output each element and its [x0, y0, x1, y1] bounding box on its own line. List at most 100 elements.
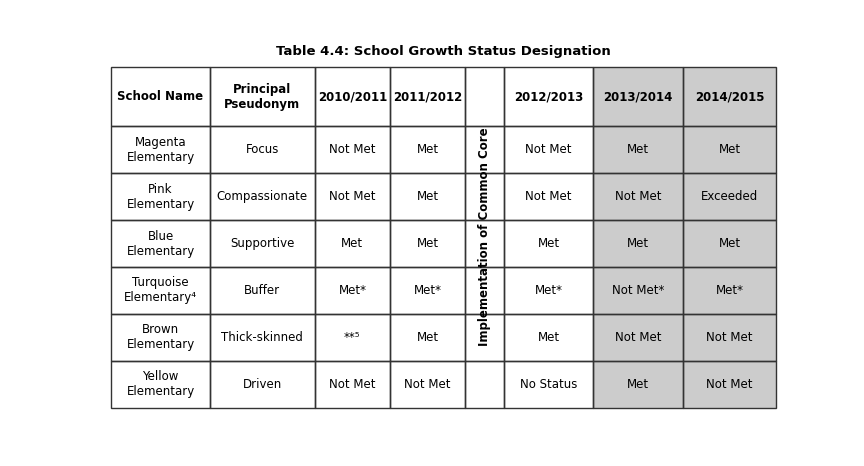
Text: 2013/2014: 2013/2014: [604, 90, 673, 103]
Bar: [504, 314, 594, 361]
Text: Turquoise
Elementary⁴: Turquoise Elementary⁴: [124, 276, 197, 304]
Bar: [111, 220, 210, 267]
Bar: [210, 173, 314, 220]
Bar: [465, 267, 504, 314]
Text: Thick-skinned: Thick-skinned: [221, 331, 303, 344]
Bar: [314, 361, 390, 408]
Bar: [210, 173, 314, 220]
Bar: [111, 67, 210, 126]
Text: Compassionate: Compassionate: [217, 190, 308, 203]
Bar: [111, 67, 210, 126]
Text: Not Met: Not Met: [404, 377, 451, 391]
Text: Blue
Elementary: Blue Elementary: [126, 230, 194, 258]
Bar: [111, 314, 210, 361]
Bar: [504, 361, 594, 408]
Bar: [465, 361, 504, 408]
Bar: [504, 267, 594, 314]
Bar: [683, 314, 776, 361]
Bar: [683, 220, 776, 267]
Bar: [594, 314, 683, 361]
Bar: [111, 361, 210, 408]
Bar: [210, 126, 314, 173]
Bar: [314, 267, 390, 314]
Text: Table 4.4: School Growth Status Designation: Table 4.4: School Growth Status Designat…: [276, 45, 611, 58]
Bar: [390, 314, 465, 361]
Text: Not Met: Not Met: [525, 143, 572, 156]
Bar: [390, 361, 465, 408]
Bar: [314, 67, 390, 126]
Text: Met: Met: [416, 331, 439, 344]
Bar: [465, 67, 504, 408]
Text: Focus: Focus: [245, 143, 279, 156]
Bar: [594, 314, 683, 361]
Text: Not Met*: Not Met*: [612, 284, 664, 297]
Bar: [314, 173, 390, 220]
Bar: [504, 173, 594, 220]
Bar: [504, 67, 594, 126]
Bar: [594, 126, 683, 173]
Bar: [504, 267, 594, 314]
Text: Magenta
Elementary: Magenta Elementary: [126, 136, 194, 164]
Bar: [390, 126, 465, 173]
Text: Met: Met: [627, 237, 650, 250]
Text: 2012/2013: 2012/2013: [514, 90, 583, 103]
Text: School Name: School Name: [118, 90, 204, 103]
Bar: [683, 267, 776, 314]
Text: 2011/2012: 2011/2012: [393, 90, 462, 103]
Bar: [594, 361, 683, 408]
Bar: [594, 361, 683, 408]
Bar: [390, 173, 465, 220]
Text: 2010/2011: 2010/2011: [318, 90, 387, 103]
Text: Not Met: Not Met: [615, 331, 662, 344]
Text: Not Met: Not Met: [329, 190, 376, 203]
Bar: [504, 173, 594, 220]
Bar: [465, 314, 504, 361]
Text: Met: Met: [719, 143, 740, 156]
Text: Met: Met: [537, 331, 560, 344]
Text: Not Met: Not Met: [615, 190, 662, 203]
Bar: [111, 267, 210, 314]
Bar: [683, 220, 776, 267]
Bar: [111, 220, 210, 267]
Bar: [683, 173, 776, 220]
Bar: [504, 361, 594, 408]
Text: Not Met: Not Met: [707, 377, 753, 391]
Bar: [111, 173, 210, 220]
Text: Buffer: Buffer: [245, 284, 280, 297]
Bar: [594, 173, 683, 220]
Bar: [314, 67, 390, 126]
Text: Met*: Met*: [339, 284, 366, 297]
Bar: [594, 220, 683, 267]
Bar: [504, 314, 594, 361]
Bar: [390, 314, 465, 361]
Text: Met*: Met*: [715, 284, 744, 297]
Bar: [314, 220, 390, 267]
Text: Met: Met: [416, 237, 439, 250]
Bar: [465, 67, 504, 126]
Bar: [314, 361, 390, 408]
Text: Not Met: Not Met: [525, 190, 572, 203]
Bar: [210, 267, 314, 314]
Bar: [210, 267, 314, 314]
Text: Met: Met: [537, 237, 560, 250]
Bar: [594, 67, 683, 126]
Text: Principal
Pseudonym: Principal Pseudonym: [225, 82, 301, 110]
Text: Met: Met: [719, 237, 740, 250]
Bar: [594, 220, 683, 267]
Bar: [210, 126, 314, 173]
Bar: [390, 220, 465, 267]
Text: Met: Met: [627, 377, 650, 391]
Bar: [210, 67, 314, 126]
Bar: [210, 67, 314, 126]
Bar: [314, 267, 390, 314]
Bar: [504, 126, 594, 173]
Text: 2014/2015: 2014/2015: [695, 90, 765, 103]
Bar: [314, 220, 390, 267]
Bar: [314, 173, 390, 220]
Bar: [683, 67, 776, 126]
Bar: [390, 220, 465, 267]
Bar: [594, 173, 683, 220]
Text: Implementation of Common Core: Implementation of Common Core: [478, 128, 491, 346]
Bar: [390, 361, 465, 408]
Bar: [594, 267, 683, 314]
